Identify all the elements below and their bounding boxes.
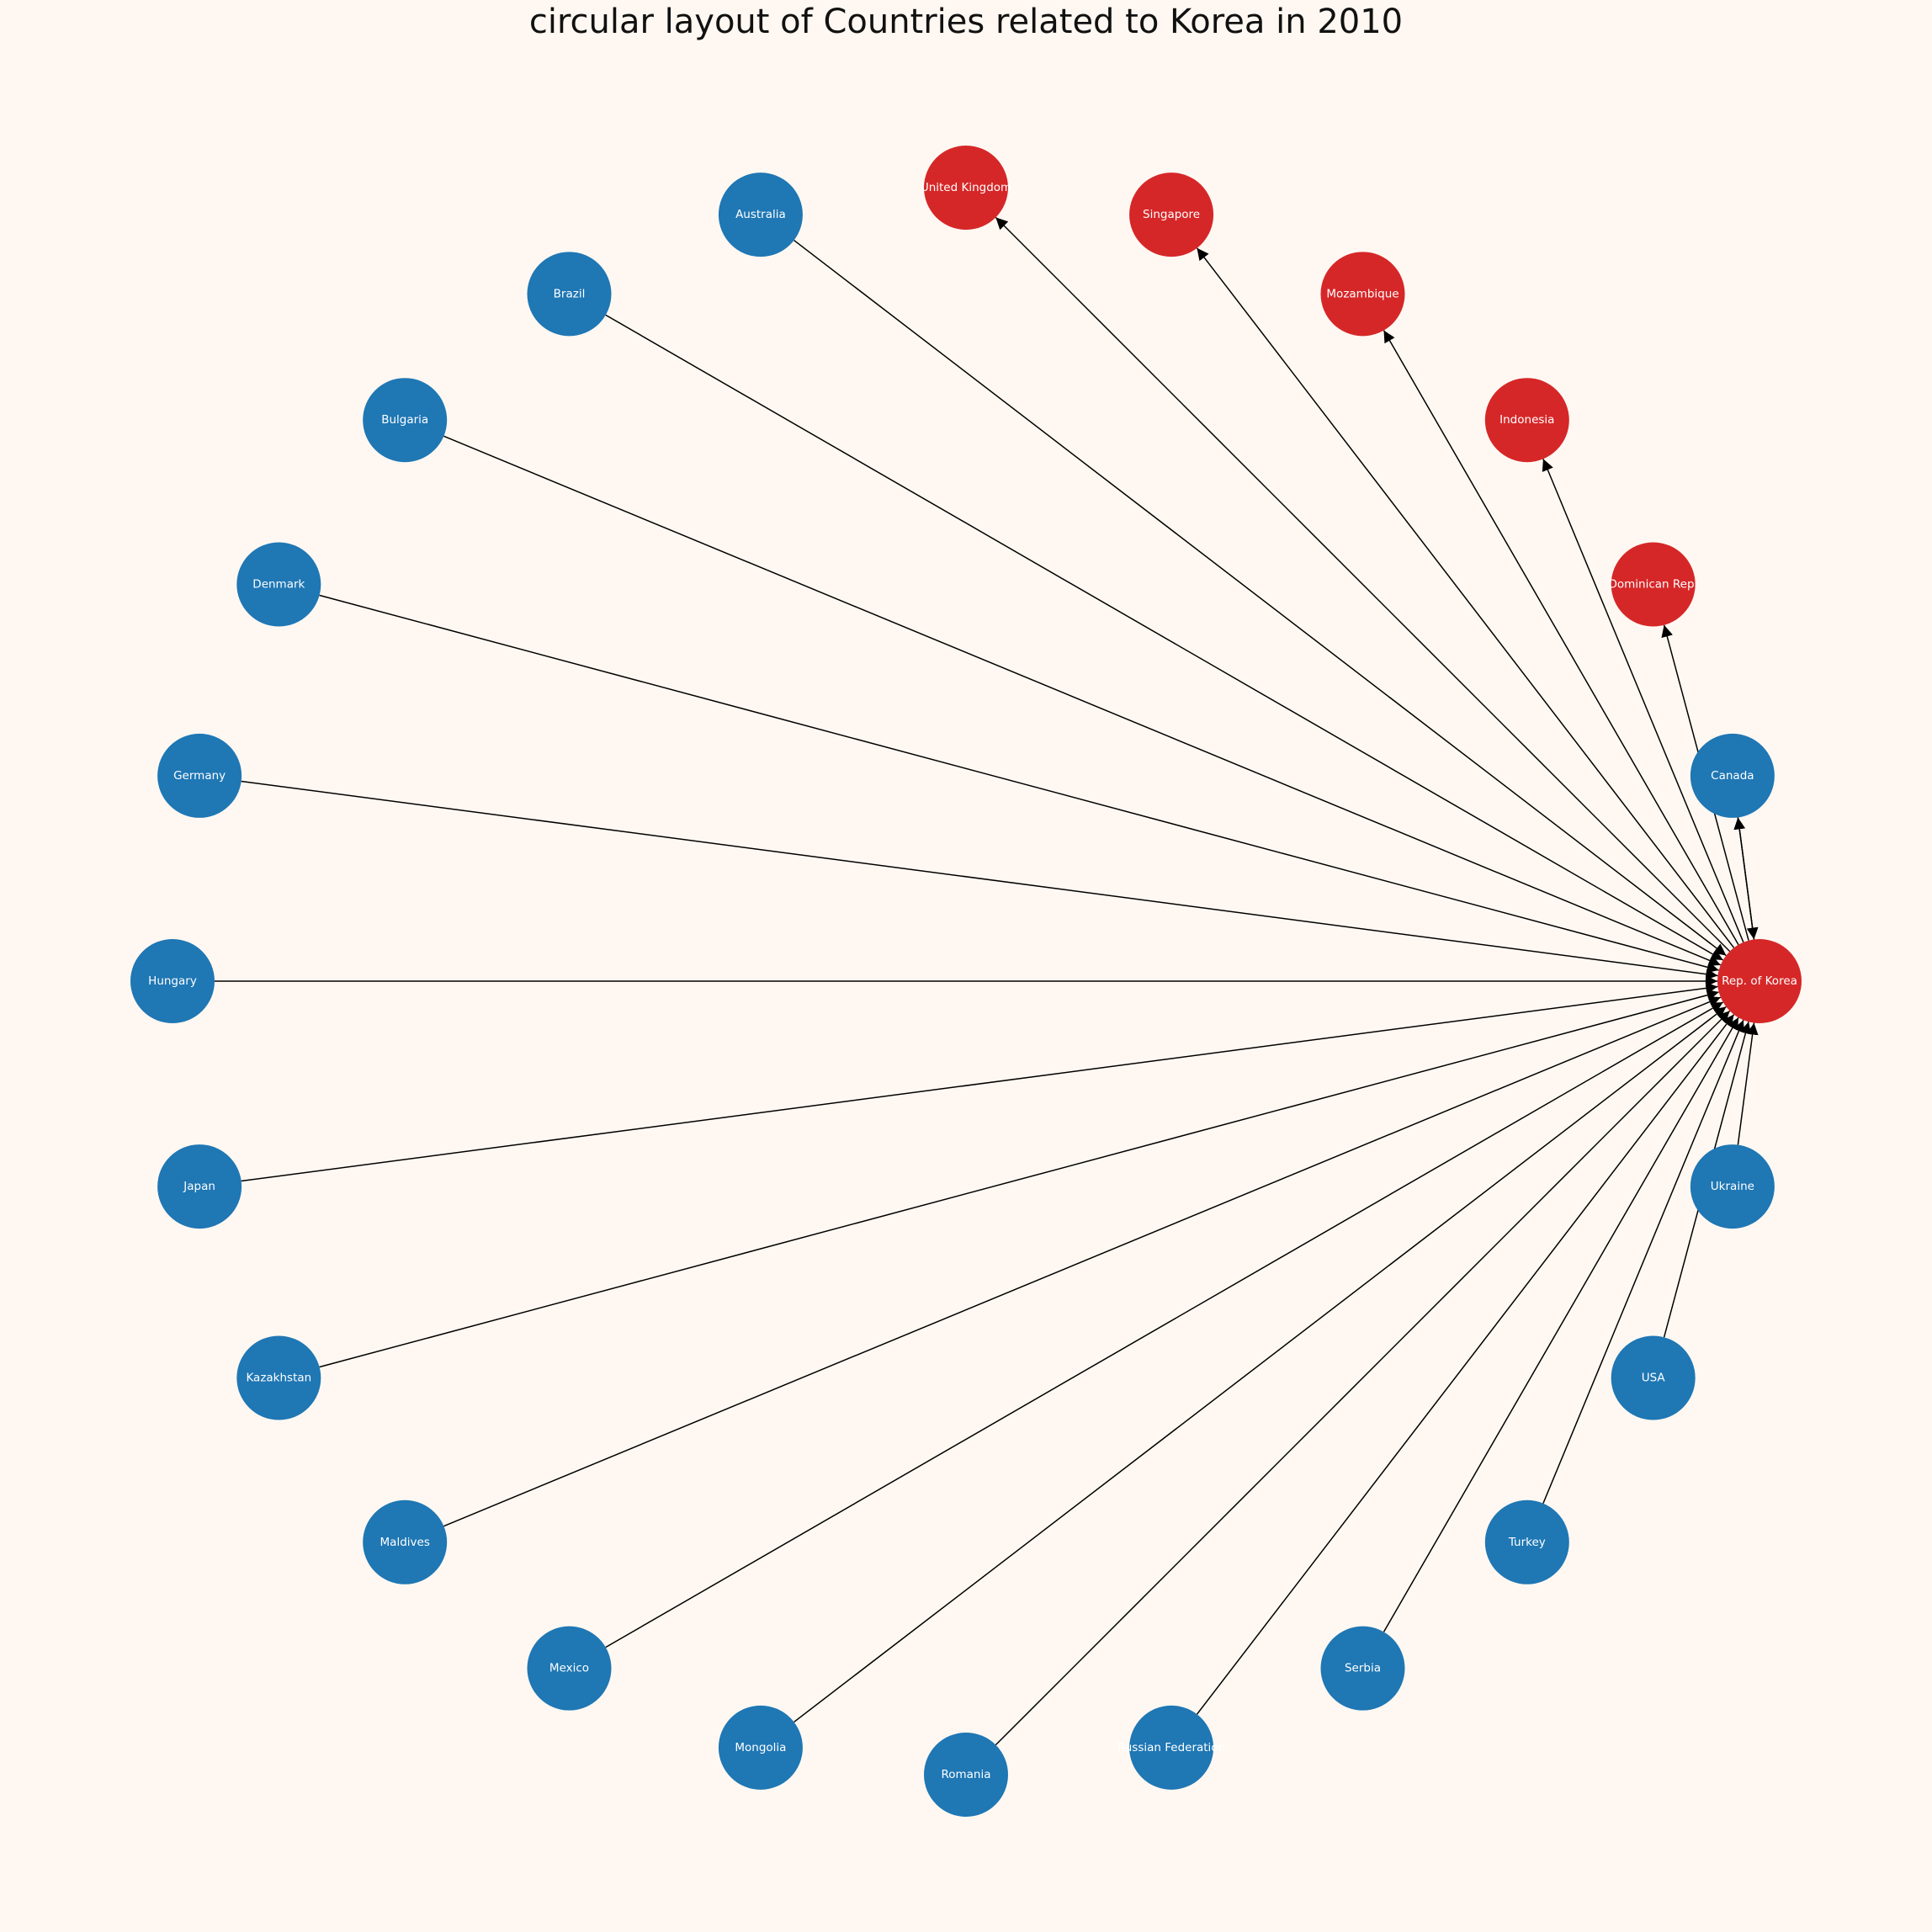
edge-canada-to-rep-of-korea [1737,817,1759,940]
node-romania: Romania [924,1733,1008,1817]
node-label: Mexico [549,1662,589,1675]
node-maldives: Maldives [363,1499,448,1584]
node-label: Denmark [252,578,305,592]
node-label: Japan [183,1180,215,1193]
edge-denmark-to-rep-of-korea [319,594,1719,974]
node-brazil: Brazil [527,252,612,337]
node-ukraine: Ukraine [1690,1144,1775,1229]
node-hungary: Hungary [130,939,215,1023]
node-label: Dominican Rep. [1608,578,1697,592]
node-usa: USA [1611,1335,1696,1420]
page-title: circular layout of Countries related to … [528,3,1404,41]
node-dominican-rep: Dominican Rep. [1608,542,1698,627]
node-mongolia: Mongolia [718,1705,803,1790]
node-circle [1484,378,1569,463]
node-indonesia: Indonesia [1484,378,1569,463]
edges-layer [215,216,1759,1746]
node-circle [924,146,1008,230]
node-label: Romania [941,1768,990,1781]
node-label: Mozambique [1326,287,1399,300]
node-united-kingdom: United Kingdom [921,146,1011,230]
edge-germany-to-rep-of-korea [241,780,1718,980]
node-circle [1129,172,1214,257]
node-label: Hungary [148,974,197,988]
node-circle [527,1626,612,1711]
node-label: Singapore [1143,208,1200,221]
edge-maldives-to-rep-of-korea [443,996,1722,1527]
node-circle [363,1499,448,1584]
node-australia: Australia [718,172,803,257]
node-label: Mongolia [735,1741,786,1754]
node-circle [1690,1144,1775,1229]
node-germany: Germany [157,733,242,818]
node-circle [1717,939,1802,1023]
node-label: Rep. of Korea [1722,974,1797,988]
node-label: Turkey [1508,1536,1546,1549]
node-serbia: Serbia [1320,1626,1405,1711]
edge-rep-of-korea-to-indonesia [1542,459,1744,943]
edge-kazakhstan-to-rep-of-korea [319,989,1719,1368]
node-circle [718,1705,803,1790]
node-label: Russian Federation [1117,1741,1225,1754]
node-label: Canada [1711,769,1754,783]
node-circle [236,542,321,627]
node-circle [718,172,803,257]
node-circle [157,1144,242,1229]
node-label: Bulgaria [381,413,428,427]
node-label: Australia [735,208,786,221]
node-russian-federation: Russian Federation [1117,1705,1225,1790]
node-label: Maldives [380,1536,430,1549]
edge-turkey-to-rep-of-korea [1542,1019,1744,1504]
node-circle [1690,733,1775,818]
node-circle [1320,1626,1405,1711]
node-circle [924,1733,1008,1817]
node-canada: Canada [1690,733,1775,818]
node-circle [1320,252,1405,337]
edge-rep-of-korea-to-mozambique [1383,330,1739,946]
edge-ukraine-to-rep-of-korea [1737,1022,1759,1145]
node-bulgaria: Bulgaria [363,378,448,463]
node-rep-of-korea: Rep. of Korea [1717,939,1802,1023]
node-label: Brazil [554,287,586,300]
node-label: Indonesia [1499,413,1554,427]
node-mexico: Mexico [527,1626,612,1711]
edge-serbia-to-rep-of-korea [1383,1016,1739,1632]
edge-russian-federation-to-rep-of-korea [1196,1014,1735,1715]
node-circle [1129,1705,1214,1790]
node-label: USA [1642,1372,1666,1385]
node-circle [1611,1335,1696,1420]
edge-australia-to-rep-of-korea [794,239,1727,957]
node-circle [157,733,242,818]
node-japan: Japan [157,1144,242,1229]
node-kazakhstan: Kazakhstan [236,1335,321,1420]
node-singapore: Singapore [1129,172,1214,257]
edge-mexico-to-rep-of-korea [605,1001,1724,1648]
node-circle [1484,1499,1569,1584]
nodes-layer: Rep. of Korea Canada Dominican Rep. Indones… [130,146,1802,1817]
edge-mongolia-to-rep-of-korea [794,1006,1727,1723]
edge-romania-to-rep-of-korea [995,1010,1731,1746]
node-label: Ukraine [1711,1180,1754,1193]
node-mozambique: Mozambique [1320,252,1405,337]
edge-japan-to-rep-of-korea [241,982,1718,1182]
edge-brazil-to-rep-of-korea [605,314,1724,961]
node-label: Kazakhstan [246,1372,311,1385]
node-circle [130,939,215,1023]
node-label: Germany [173,769,226,783]
edge-rep-of-korea-to-united-kingdom [995,216,1731,953]
node-label: United Kingdom [921,181,1011,194]
node-turkey: Turkey [1484,1499,1569,1584]
node-circle [527,252,612,337]
node-denmark: Denmark [236,542,321,627]
node-circle [236,1335,321,1420]
node-circle [1611,542,1696,627]
node-label: Serbia [1345,1662,1381,1675]
edge-rep-of-korea-to-singapore [1196,247,1735,948]
edge-bulgaria-to-rep-of-korea [443,435,1722,966]
node-circle [363,378,448,463]
